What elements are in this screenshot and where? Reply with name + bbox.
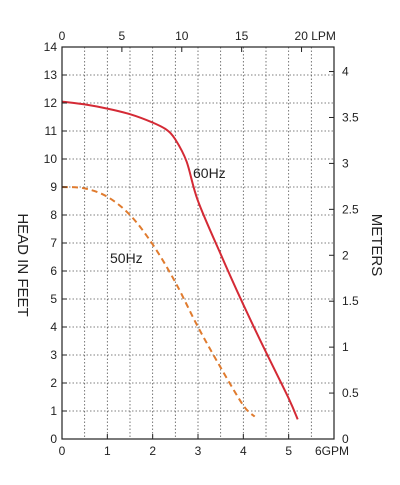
series-label-60hz: 60Hz	[193, 165, 226, 181]
x-bottom-tick-label: 4	[240, 444, 247, 458]
y-right-tick-label: 3	[342, 156, 349, 170]
y-left-tick-label: 4	[50, 320, 57, 334]
y-left-tick-label: 13	[44, 68, 58, 82]
x-bottom-tick-label: 0	[59, 444, 66, 458]
y-right-tick-label: 0.5	[342, 386, 359, 400]
y-left-tick-label: 11	[45, 124, 58, 138]
y-left-tick-label: 1	[50, 404, 57, 418]
y-left-tick-label: 9	[50, 180, 57, 194]
y-left-tick-label: 7	[50, 236, 57, 250]
series-line-50hz	[61, 186, 256, 418]
x-top-tick-label: 5	[119, 29, 126, 43]
y-left-tick-label: 12	[44, 96, 58, 110]
x-top-tick-label: 0	[59, 29, 66, 43]
y-left-tick-label: 14	[44, 40, 58, 54]
y-right-tick-label: 1.5	[342, 294, 359, 308]
x-top-tick-label: 10	[175, 29, 189, 43]
series-lines	[61, 100, 299, 420]
y-right-tick-label: 4	[342, 65, 349, 79]
y-right-tick-label: 0	[342, 432, 349, 446]
x-bottom-tick-label: 1	[104, 444, 111, 458]
grid	[62, 47, 334, 439]
y-right-tick-label: 3.5	[342, 110, 359, 124]
series-line-60hz	[61, 100, 299, 420]
y-left-tick-label: 0	[50, 432, 57, 446]
series-label-50hz: 50Hz	[110, 250, 143, 266]
y-left-tick-label: 10	[44, 152, 58, 166]
x-bottom-tick-label: 2	[149, 444, 156, 458]
x-bottom-tick-label: 6GPM	[315, 444, 349, 458]
y-left-tick-label: 6	[50, 264, 57, 278]
x-top-tick-label: 15	[235, 29, 249, 43]
y-right-tick-label: 2	[342, 248, 349, 262]
y-axis-left-title: HEAD IN FEET	[14, 213, 31, 316]
y-left-tick-label: 3	[50, 348, 57, 362]
y-right-tick-label: 2.5	[342, 202, 359, 216]
y-axis-right-title: METERS	[368, 214, 385, 277]
y-left-tick-label: 8	[50, 208, 57, 222]
x-bottom-tick-label: 5	[285, 444, 292, 458]
x-bottom-tick-label: 3	[195, 444, 202, 458]
y-left-tick-label: 2	[50, 376, 57, 390]
x-top-tick-label: 20 LPM	[295, 29, 336, 43]
y-left-tick-label: 5	[50, 292, 57, 306]
y-right-tick-label: 1	[342, 340, 349, 354]
